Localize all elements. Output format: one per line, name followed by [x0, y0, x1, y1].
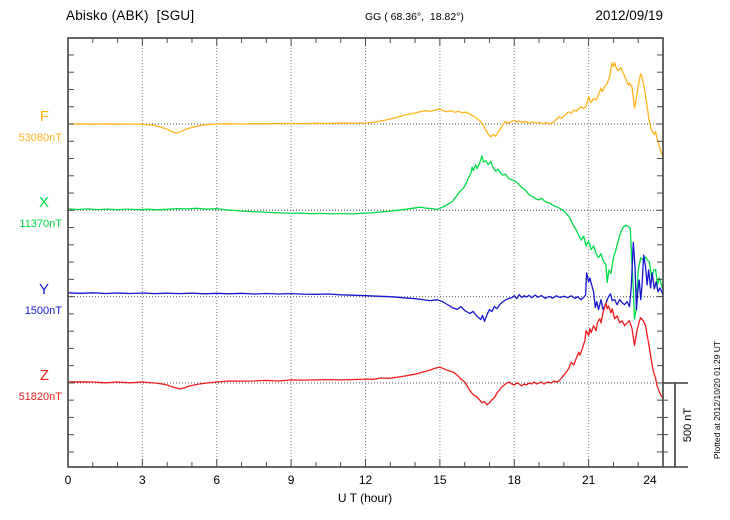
trace-curves [67, 61, 664, 406]
series-label-z: Z [39, 367, 49, 384]
nanotesla-ticks [68, 54, 668, 453]
x-tick-label-18: 18 [507, 473, 521, 487]
x-tick-label-3: 3 [139, 473, 146, 487]
x-tick-label-15: 15 [433, 473, 447, 487]
series-label-y: Y [38, 280, 49, 298]
trace-x [67, 155, 664, 320]
x-tick-label-21: 21 [581, 473, 596, 487]
x-tick-label-0: 0 [64, 473, 72, 487]
trace-z [67, 302, 664, 406]
plot-date: 2012/09/19 [595, 8, 663, 23]
x-tick-label-9: 9 [287, 473, 295, 487]
station-title: Abisko (ABK) [SGU] [66, 8, 195, 23]
series-label-x: X [38, 194, 49, 212]
x-tick-label-24: 24 [643, 473, 657, 487]
geographic-coordinates: GG ( 68.36°, 18.82°) [365, 11, 464, 23]
scale-bar [663, 382, 688, 467]
trace-y [67, 241, 664, 322]
x-tick-label-12: 12 [358, 473, 373, 487]
x-axis-title: U T (hour) [337, 491, 393, 505]
series-baseline-value-x: 11370nT [19, 218, 62, 231]
plotted-at-note: Plotted at 2012/10/20 01:29 UT [712, 340, 722, 460]
series-baseline-value-z: 51820nT [18, 391, 62, 403]
scale-bar-label: 500 nT [682, 407, 694, 443]
series-baseline-value-y: 1500nT [24, 304, 62, 317]
series-baseline-value-f: 53080nT [18, 132, 62, 144]
vertical-gridlines [141, 39, 590, 466]
series-label-f: F [39, 108, 49, 125]
hour-ticks [67, 38, 664, 467]
trace-f [67, 61, 664, 158]
x-tick-label-6: 6 [213, 473, 221, 487]
